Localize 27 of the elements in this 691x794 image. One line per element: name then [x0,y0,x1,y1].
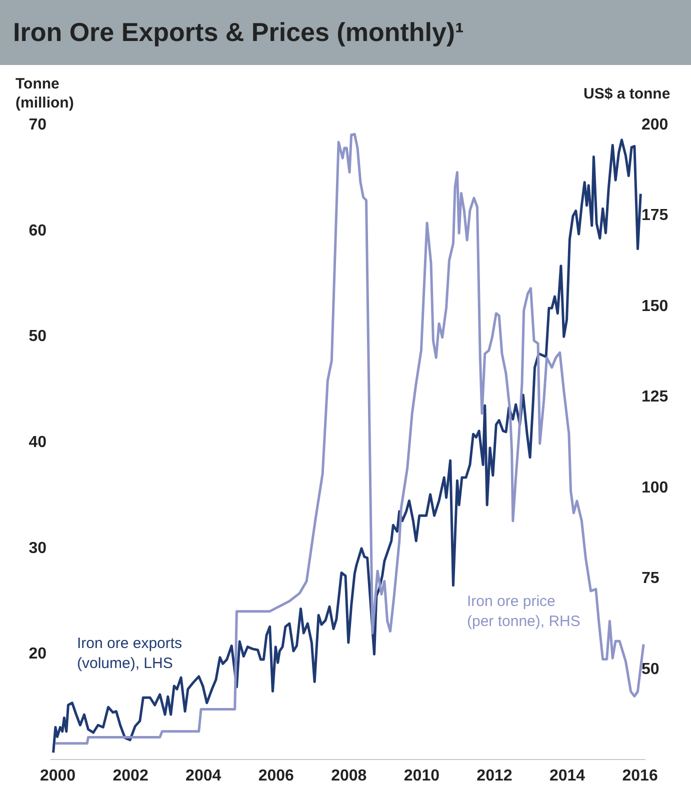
x-tick-label: 2016 [622,768,658,784]
chart-title: Iron Ore Exports & Prices (monthly)¹ [0,0,691,65]
series-label: Iron ore price (per tonne), RHS [467,593,580,630]
x-tick-label: 2012 [476,768,512,784]
y2-tick-label: 150 [642,298,668,315]
x-tick-label: 2006 [258,768,294,784]
y2-axis-title: US$ a tonne [584,86,670,102]
y-tick-label: 60 [28,222,47,240]
y2-tick-label: 175 [642,207,668,224]
x-tick-label: 2002 [112,768,148,784]
x-tick-label: 2008 [331,768,367,784]
y2-tick-label: 50 [642,660,660,678]
series-label: Iron ore exports (volume), LHS [77,635,182,672]
y-tick-label: 40 [28,434,47,451]
y-tick-label: 70 [28,116,47,134]
y-tick-label: 50 [28,328,47,346]
y2-tick-label: 125 [642,388,668,406]
y2-tick-label: 200 [642,116,668,134]
x-tick-label: 2000 [40,768,76,784]
y-tick-label: 30 [28,540,47,557]
y-axis-title: Tonne (million) [16,76,74,112]
y2-tick-label: 75 [642,570,660,588]
x-tick-label: 2010 [404,768,440,784]
x-tick-label: 2014 [549,768,586,784]
y2-tick-label: 100 [642,479,668,496]
y-tick-label: 20 [28,646,47,663]
x-tick-label: 2004 [186,768,222,784]
